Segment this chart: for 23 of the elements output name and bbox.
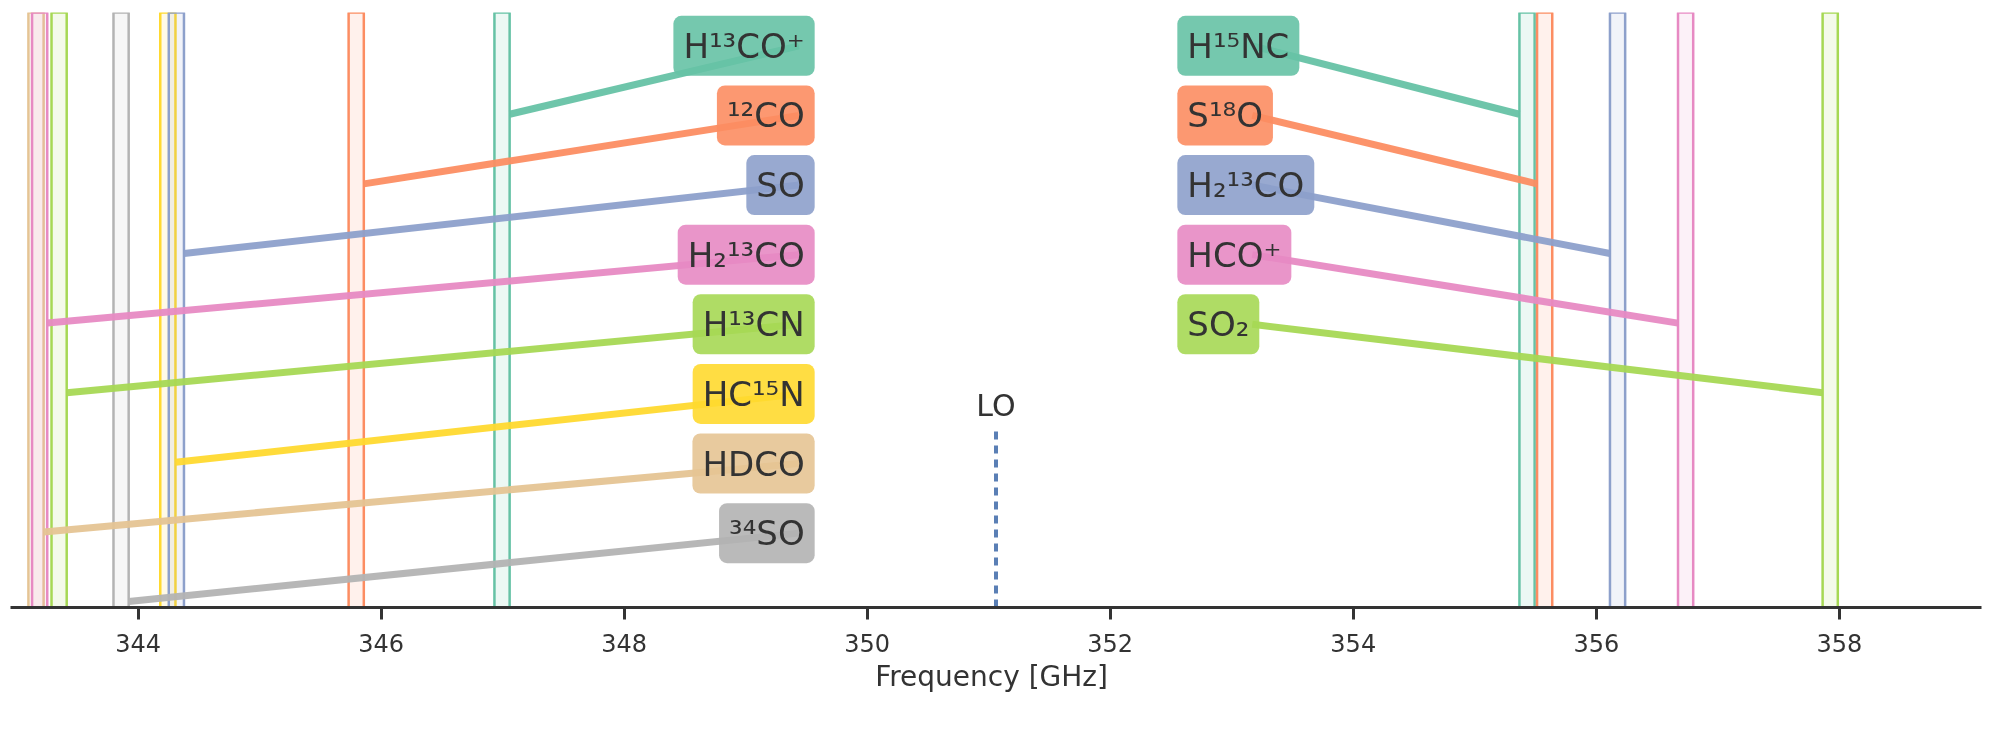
ref-line-label: LO [976,388,1016,424]
x-tick-label: 344 [115,629,161,658]
x-tick-label: 348 [601,629,648,658]
annotation: H¹³CN [702,304,805,345]
x-tick-label: 352 [1087,629,1134,658]
annotation: HDCO [702,443,805,484]
x-tick-label: 358 [1816,629,1863,658]
annotation: ¹²CO [726,95,805,136]
annotation: H₂¹³CO [687,234,805,275]
annotation: SO [756,165,805,206]
annotation: SO₂ [1187,304,1250,345]
annotation: HC¹⁵N [702,373,805,414]
x-tick-label: 346 [358,629,405,658]
x-tick-label: 350 [844,629,891,658]
x-axis-title: Frequency [GHz] [875,659,1108,693]
annotation: H¹³CO⁺ [683,25,805,66]
annotation: HCO⁺ [1187,234,1282,275]
annotation: H₂¹³CO [1187,165,1305,206]
annotation: ³⁴SO [729,513,805,554]
annotation: H¹⁵NC [1187,25,1290,66]
x-tick-label: 356 [1573,629,1620,658]
annotation: S¹⁸O [1187,95,1263,136]
x-tick-label: 354 [1330,629,1377,658]
